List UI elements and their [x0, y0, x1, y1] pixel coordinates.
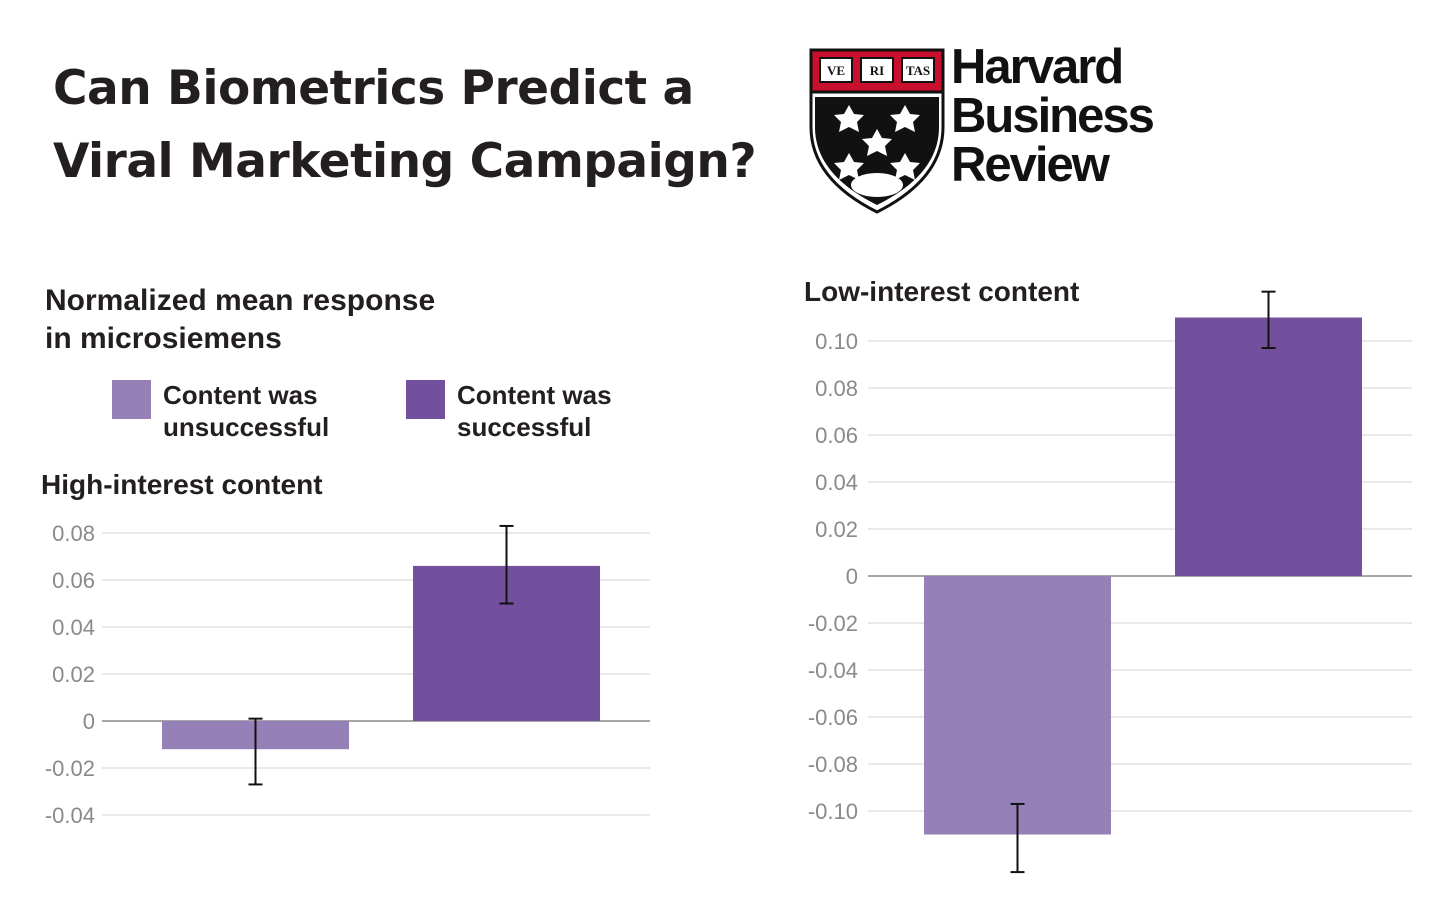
low-ytick-label: -0.04: [808, 658, 858, 683]
motto-ri: RI: [870, 63, 884, 78]
low-bar-unsuccessful: [924, 576, 1111, 835]
legend-item-unsuccessful: Content was unsuccessful: [112, 379, 353, 443]
legend-label-successful: Content was successful: [457, 380, 612, 442]
low-ytick-label: 0.06: [815, 423, 858, 448]
high-ytick-label: 0.06: [52, 568, 95, 593]
legend-swatch-unsuccessful: [112, 380, 151, 419]
motto-tas: TAS: [906, 63, 930, 78]
logo-line-3: Review: [951, 138, 1110, 192]
legend-label-unsuccessful: Content was unsuccessful: [163, 380, 330, 442]
low-ytick-label: -0.10: [808, 799, 858, 824]
high-ytick-label: 0.04: [52, 615, 95, 640]
headline: Can Biometrics Predict a Viral Marketing…: [53, 52, 757, 198]
shield-books: [819, 57, 935, 83]
legend-item-successful: Content was successful: [406, 379, 647, 443]
low-ytick-label: 0.04: [815, 470, 858, 495]
high-ytick-label: -0.02: [45, 756, 95, 781]
hbr-logo: VE RI TAS Harvard Business Review: [809, 43, 1209, 217]
legend-swatch-successful: [406, 380, 445, 419]
low-ytick-label: -0.08: [808, 752, 858, 777]
low-interest-chart: 0.10 0.08 0.06 0.04 0.02 0 -0.02 -0.04 -0.06 -0.0…: [808, 290, 1412, 874]
motto-ve: VE: [827, 63, 845, 78]
high-ytick-label: 0.02: [52, 662, 95, 687]
low-ytick-label: 0: [846, 564, 858, 589]
headline-line-2: Viral Marketing Campaign?: [53, 134, 757, 189]
logo-wordmark: Harvard Business Review: [951, 40, 1155, 192]
low-ytick-label: 0.10: [815, 329, 858, 354]
logo-line-1: Harvard: [951, 40, 1124, 94]
units-line-1: Normalized mean response: [45, 284, 436, 317]
high-interest-chart: 0.08 0.06 0.04 0.02 0 -0.02 -0.04: [45, 521, 650, 828]
high-interest-title: High-interest content: [41, 469, 323, 500]
units-line-2: in microsiemens: [45, 322, 282, 355]
low-interest-title: Low-interest content: [804, 276, 1080, 307]
headline-line-1: Can Biometrics Predict a: [53, 61, 694, 116]
logo-line-2: Business: [951, 89, 1155, 143]
low-ytick-label: -0.02: [808, 611, 858, 636]
high-ytick-label: 0.08: [52, 521, 95, 546]
low-ytick-label: 0.02: [815, 517, 858, 542]
low-bar-successful: [1175, 317, 1362, 576]
units-label: Normalized mean response in microsiemens: [45, 282, 435, 358]
high-ytick-label: 0: [83, 709, 95, 734]
low-ytick-label: 0.08: [815, 376, 858, 401]
high-ytick-label: -0.04: [45, 803, 95, 828]
veritas-shield-icon: VE RI TAS: [809, 48, 945, 214]
low-ytick-label: -0.06: [808, 705, 858, 730]
